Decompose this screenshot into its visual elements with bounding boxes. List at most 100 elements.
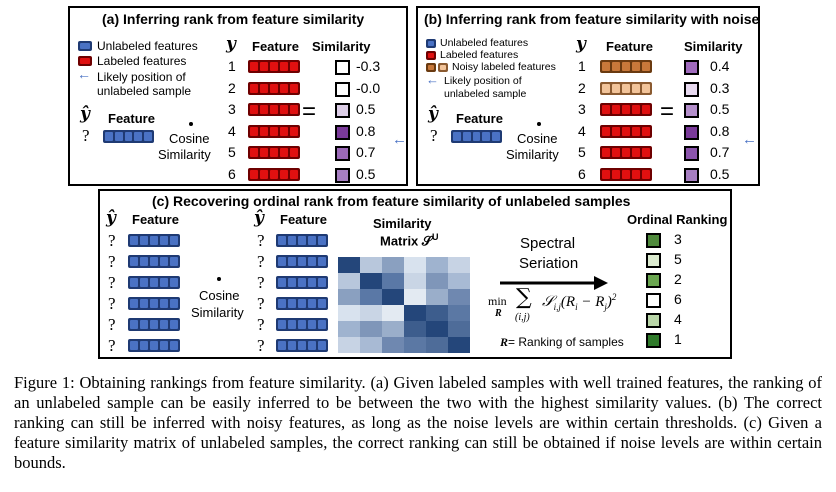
unlabeled-feature-bar-right: [276, 339, 328, 352]
unlabeled-feature-bar-right: [276, 234, 328, 247]
matrix-cell: [404, 337, 426, 353]
sum-subscript: (i,j): [515, 312, 530, 323]
legend-labeled-label: Labeled features: [97, 54, 187, 68]
equals-sign: =: [302, 98, 317, 125]
labeled-feature-bar: [248, 167, 300, 181]
matrix-cell: [448, 321, 470, 337]
legend-unlabeled-swatch: [78, 41, 92, 51]
similarity-square: [335, 167, 350, 183]
matrix-cell: [360, 321, 382, 337]
cosine-dot: [537, 122, 541, 126]
rank-number: 4: [578, 122, 586, 139]
rank-number: 5: [228, 144, 236, 160]
similarity-label: Similarity: [191, 305, 244, 320]
matrix-cell: [382, 337, 404, 353]
similarity-value: 0.7: [710, 144, 730, 160]
legend-unlabeled-label: Unlabeled features: [97, 39, 198, 53]
likely-position-arrow-icon: ←: [392, 131, 407, 148]
seriation-label: Seriation: [519, 255, 579, 272]
question-mark-left: ?: [108, 294, 116, 313]
legend-position-label-1: Likely position of: [97, 70, 186, 84]
matrix-cell: [448, 257, 470, 273]
rank-number: 2: [228, 79, 236, 96]
legend-noisy-swatch-2: [438, 63, 448, 72]
matrix-cell: [382, 305, 404, 321]
labeled-feature-bar: [248, 103, 300, 116]
legend-unlabeled-swatch: [426, 39, 436, 48]
legend-noisy-swatch-1: [426, 63, 436, 72]
question-mark-right: ?: [257, 336, 265, 355]
unlabeled-feature-bar-left: [128, 255, 180, 268]
matrix-cell: [448, 273, 470, 289]
query-feature-label: Feature: [456, 111, 503, 126]
similarity-label: Similarity: [158, 147, 211, 162]
cosine-label: Cosine: [517, 131, 558, 146]
query-question-mark: ?: [430, 126, 438, 145]
matrix-cell: [338, 273, 360, 289]
cosine-dot: [217, 277, 221, 281]
similarity-matrix: [338, 257, 470, 353]
figure-caption: Figure 1: Obtaining rankings from featur…: [14, 373, 822, 472]
labeled-feature-bar: [248, 124, 300, 138]
similarity-value: 0.5: [356, 101, 376, 117]
matrix-cell: [338, 289, 360, 305]
ordinal-rank-value: 5: [674, 251, 682, 267]
ordinal-rank-value: 2: [674, 271, 682, 287]
similarity-value: 0.4: [710, 58, 730, 74]
feature-column-header: Feature: [252, 39, 299, 54]
matrix-cell: [338, 321, 360, 337]
legend-position-label-2: unlabeled sample: [97, 84, 192, 98]
ordinal-square: [646, 293, 661, 308]
sum-symbol: ∑: [516, 285, 532, 310]
similarity-square: [335, 103, 350, 118]
matrix-cell: [382, 321, 404, 337]
matrix-cell: [426, 273, 448, 289]
similarity-square: [335, 81, 350, 97]
query-feature-bar: [451, 130, 502, 143]
matrix-cell: [404, 321, 426, 337]
feature-label-right: Feature: [280, 212, 327, 227]
matrix-cell: [426, 289, 448, 305]
rank-number: 4: [228, 122, 236, 139]
rank-number: 3: [228, 101, 236, 117]
matrix-cell: [404, 273, 426, 289]
matrix-cell: [338, 337, 360, 353]
labeled-feature-bar: [600, 81, 652, 95]
question-mark-right: ?: [257, 252, 265, 271]
rank-number: 2: [578, 79, 586, 96]
similarity-square: [684, 81, 699, 97]
matrix-cell: [382, 273, 404, 289]
unlabeled-feature-bar-right: [276, 318, 328, 331]
legend-labeled-swatch: [78, 56, 92, 66]
matrix-cell: [404, 257, 426, 273]
rank-number: 6: [228, 165, 236, 182]
unlabeled-feature-bar-left: [128, 276, 180, 289]
unlabeled-feature-bar-left: [128, 297, 180, 310]
rank-number: 1: [578, 58, 586, 74]
similarity-value: 0.7: [356, 144, 376, 160]
similarity-value: 0.5: [356, 165, 376, 182]
question-mark-left: ?: [108, 315, 116, 334]
ordinal-square: [646, 333, 661, 348]
matrix-label-line1: Similarity: [373, 216, 432, 231]
matrix-cell: [426, 321, 448, 337]
ordinal-rank-value: 6: [674, 291, 682, 307]
similarity-square: [335, 124, 350, 140]
legend-position-label-2: unlabeled sample: [444, 88, 527, 100]
unlabeled-feature-bar-right: [276, 255, 328, 268]
matrix-cell: [360, 305, 382, 321]
rank-number: 5: [578, 144, 586, 160]
labeled-feature-bar: [248, 146, 300, 159]
matrix-cell: [404, 289, 426, 305]
question-mark-right: ?: [257, 294, 265, 313]
arrow-left-icon: ←: [426, 72, 439, 87]
labeled-feature-bar: [248, 60, 300, 73]
similarity-column-header: Similarity: [684, 39, 743, 54]
similarity-column-header: Similarity: [312, 39, 371, 54]
labeled-feature-bar: [600, 167, 652, 181]
ordinal-square: [646, 233, 661, 248]
panel-b-title: (b) Inferring rank from feature similari…: [424, 11, 760, 27]
yhat-symbol: ŷ: [428, 104, 438, 124]
arrow-left-icon: ←: [77, 66, 91, 82]
matrix-cell: [448, 337, 470, 353]
